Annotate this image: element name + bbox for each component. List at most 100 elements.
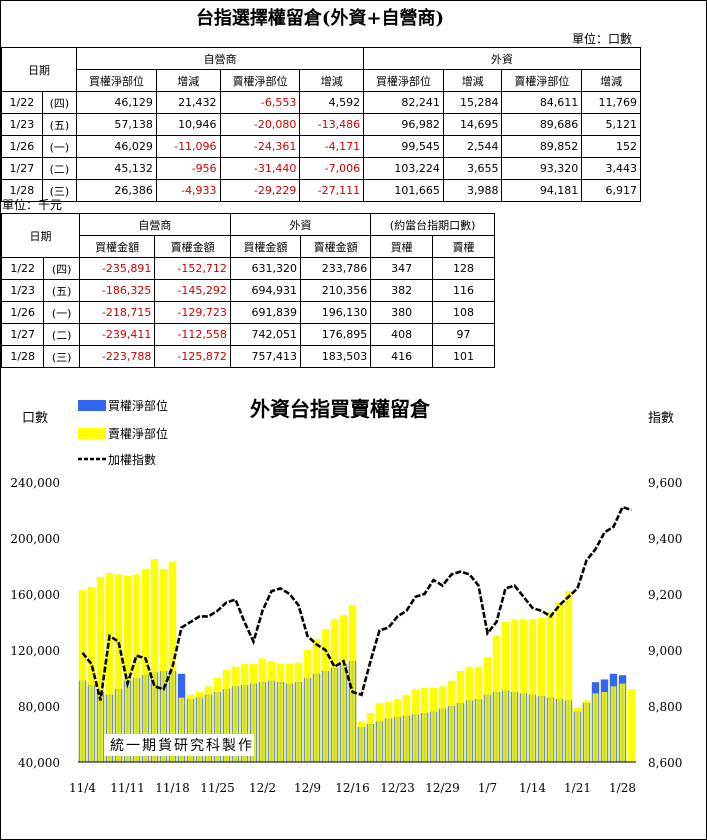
call-bar — [591, 682, 600, 762]
col-header: 賣權金額 — [300, 235, 372, 258]
col-header: 賣權金額 — [154, 235, 231, 258]
put-stripe — [327, 671, 329, 762]
table-row: 1/22 (四) -235,891 -152,712 631,320 233,786 347… — [0, 257, 495, 280]
table-cell: 103,224 — [363, 157, 444, 180]
call-bar — [105, 694, 114, 762]
put-stripe — [594, 693, 596, 762]
x-tick-label: 12/16 — [335, 781, 370, 795]
table-cell: -24,361 — [219, 135, 301, 158]
put-stripe — [486, 694, 488, 762]
col-header: 買權淨部位 — [76, 69, 157, 92]
put-stripe — [325, 671, 327, 762]
table-cell: 128 — [432, 257, 495, 280]
put-stripe — [241, 685, 243, 762]
call-bar — [150, 672, 159, 762]
table-cell: 45,132 — [76, 157, 157, 180]
call-bar — [510, 692, 519, 762]
put-stripe — [487, 694, 489, 762]
table-cell: 11,769 — [581, 91, 641, 114]
put-stripe — [97, 692, 99, 762]
y-right-tick-label: 8,800 — [648, 700, 682, 714]
put-stripe — [531, 694, 533, 762]
call-bar — [267, 680, 276, 762]
put-stripe — [520, 693, 522, 762]
call-bar — [537, 696, 546, 762]
y-tick-label: 80,000 — [18, 700, 60, 714]
table-cell: 3,988 — [442, 179, 503, 202]
put-stripe — [514, 692, 516, 762]
put-stripe — [237, 686, 239, 762]
col-header: 賣權淨部位 — [501, 69, 583, 92]
call-bar — [159, 671, 168, 762]
put-stripe — [111, 694, 113, 762]
put-stripe — [244, 685, 246, 762]
table-row: 1/26 (一) 46,029 -11,096 -24,361 -4,171 99,545 2… — [1, 135, 641, 158]
call-bar — [195, 697, 204, 762]
put-stripe — [615, 686, 617, 762]
table-cell: 408 — [370, 323, 434, 346]
call-bar — [447, 706, 456, 762]
put-stripe — [315, 673, 317, 762]
put-stripe — [621, 683, 623, 762]
put-stripe — [577, 711, 579, 762]
call-bar — [141, 675, 150, 762]
table-cell: 210,356 — [300, 279, 372, 302]
put-stripe — [624, 683, 626, 762]
x-tick-label: 11/18 — [155, 781, 190, 795]
row-weekday: (四) — [43, 257, 80, 280]
put-stripe — [99, 692, 101, 762]
put-stripe — [138, 678, 140, 762]
put-stripe — [559, 699, 561, 762]
call-bar — [393, 717, 402, 762]
put-stripe — [127, 680, 129, 762]
x-tick-label: 1/28 — [609, 781, 636, 795]
put-stripe — [183, 697, 185, 762]
table-cell: 176,895 — [300, 323, 372, 346]
put-stripe — [361, 727, 363, 762]
put-stripe — [243, 685, 245, 762]
put-stripe — [378, 721, 380, 762]
put-stripe — [480, 699, 482, 762]
put-stripe — [613, 686, 615, 762]
put-stripe — [262, 682, 264, 762]
put-stripe — [288, 683, 290, 762]
call-bar — [609, 673, 618, 762]
table-cell: 101 — [432, 345, 495, 368]
put-bar — [150, 559, 159, 762]
put-stripe — [169, 671, 171, 762]
legend-label-index: 加權指數 — [108, 452, 156, 467]
put-stripe — [360, 727, 362, 762]
row-weekday: (三) — [41, 179, 78, 202]
call-bar — [600, 679, 609, 762]
put-stripe — [82, 680, 84, 762]
table-row: 1/22 (四) 46,129 21,432 -6,553 4,592 82,241 15,2… — [1, 91, 641, 114]
put-stripe — [291, 683, 293, 762]
table-cell: -11,096 — [155, 135, 221, 158]
y-right-tick-label: 9,600 — [648, 476, 682, 490]
put-stripe — [331, 668, 333, 762]
put-stripe — [154, 672, 156, 762]
put-stripe — [561, 699, 563, 762]
put-stripe — [568, 700, 570, 762]
put-stripe — [259, 682, 261, 762]
table-cell: 742,051 — [229, 323, 302, 346]
put-stripe — [424, 713, 426, 762]
table-row: 1/27 (二) 45,132 -956 -31,440 -7,006 103,224 3,6… — [1, 157, 641, 180]
put-stripe — [586, 703, 588, 762]
put-stripe — [405, 715, 407, 762]
call-bar — [456, 703, 465, 762]
put-stripe — [426, 713, 428, 762]
group-header-dealer: 自營商 — [78, 213, 231, 236]
right-axis-label: 指數 — [648, 411, 674, 426]
put-stripe — [619, 683, 621, 762]
put-stripe — [234, 686, 236, 762]
put-stripe — [189, 699, 191, 762]
table-cell: 89,852 — [501, 135, 583, 158]
put-stripe — [469, 700, 471, 762]
page-title: 台指選擇權留倉(外資+自營商) — [195, 8, 445, 29]
table-cell: -152,712 — [154, 257, 231, 280]
put-stripe — [235, 686, 237, 762]
put-stripe — [466, 700, 468, 762]
put-stripe — [543, 696, 545, 762]
col-header: 賣權 — [432, 235, 495, 258]
